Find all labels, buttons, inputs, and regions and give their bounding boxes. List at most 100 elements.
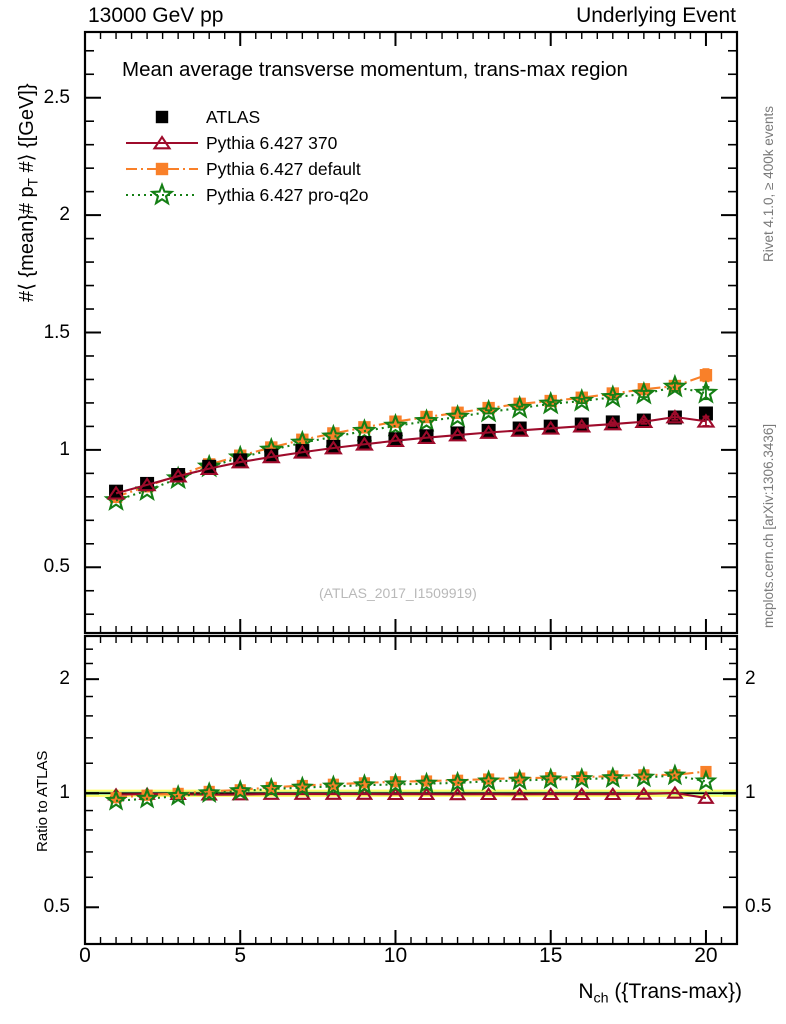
data-point-marker (141, 789, 153, 801)
x-tick-label: 5 (234, 944, 247, 967)
y-tick-label: 1 (59, 782, 70, 804)
data-point-marker (415, 771, 438, 794)
legend-key-glyph (126, 135, 198, 150)
data-point-marker (448, 787, 467, 801)
data-point-marker (352, 773, 376, 795)
data-point-marker (383, 412, 408, 437)
data-point-marker (109, 484, 124, 499)
data-point-marker (482, 401, 495, 415)
ratio-panel-frame (83, 634, 739, 946)
y-tick-label: 1 (745, 782, 756, 804)
data-point-marker (389, 776, 402, 788)
data-point-marker (479, 424, 499, 439)
legend-marker-data (155, 110, 169, 124)
legend-item-pythia_proq2o[interactable]: Pythia 6.427 pro-q2o (124, 182, 368, 208)
y-axis-ticklabels-ratio: 0.5 1 2 (0, 0, 78, 1024)
data-point-marker (638, 769, 650, 781)
main-series-pythia370 (106, 409, 716, 500)
y-tick-label: 0.5 (43, 556, 70, 578)
data-point-marker (476, 398, 502, 423)
data-point-marker (259, 776, 283, 799)
y-tick-label: 2 (59, 668, 70, 690)
data-point-marker (601, 766, 625, 788)
ratio-series-pythia_proq2o (104, 763, 718, 811)
data-point-marker (539, 767, 563, 790)
data-point-marker (573, 786, 591, 801)
x-axis-title-pre: N (578, 980, 594, 1003)
data-point-marker (230, 454, 250, 469)
data-point-marker (197, 781, 221, 803)
data-point-marker (172, 787, 184, 799)
data-point-marker (295, 444, 310, 459)
legend-key-pythia_proq2o (124, 182, 200, 208)
data-point-marker (106, 485, 126, 500)
data-point-marker (507, 395, 533, 419)
data-point-marker (699, 369, 713, 382)
y-tick-label: 2 (59, 204, 70, 226)
data-point-marker (512, 421, 527, 436)
data-point-marker (510, 422, 530, 437)
y-tick-label: 2.5 (43, 86, 70, 108)
data-point-marker (543, 419, 558, 434)
x-tick-label: 10 (383, 944, 408, 967)
x-tick-label: 0 (79, 944, 91, 967)
legend-label-pythia_proq2o: Pythia 6.427 pro-q2o (206, 184, 369, 205)
data-point-marker (450, 426, 465, 441)
data-point-marker (354, 436, 374, 451)
data-point-marker (510, 787, 529, 801)
plot-title: Mean average transverse momentum, trans-… (122, 58, 628, 81)
data-point-marker (451, 774, 464, 786)
data-point-marker (326, 439, 341, 454)
data-point-marker (514, 772, 526, 784)
data-point-marker (538, 390, 564, 415)
data-point-marker (137, 477, 157, 492)
legend-item-pythia_default[interactable]: Pythia 6.427 default (124, 156, 368, 182)
data-point-marker (168, 468, 188, 483)
x-axis-title-post: ({Trans-max}) (608, 980, 742, 1003)
data-point-marker (135, 786, 159, 809)
data-point-marker (662, 373, 688, 398)
x-tick-label: 20 (694, 944, 718, 967)
data-point-marker (635, 786, 653, 800)
legend-key-data (124, 104, 200, 130)
header-analysis-label: Underlying Event (576, 4, 736, 27)
data-point-marker (327, 778, 339, 790)
data-point-marker (604, 786, 622, 801)
legend-key-glyph (126, 182, 198, 206)
data-point-marker (234, 784, 246, 796)
data-point-marker (637, 383, 651, 396)
legend-label-pythia370: Pythia 6.427 370 (206, 132, 338, 153)
data-point-marker (228, 779, 252, 801)
main-series-data (109, 406, 713, 499)
y-tick-label: 1.5 (43, 321, 70, 343)
data-point-marker (417, 786, 436, 801)
data-point-marker (576, 771, 588, 783)
legend-key-glyph (155, 110, 169, 124)
analysis-id-watermark: (ATLAS_2017_I1509919) (319, 585, 477, 601)
y-tick-label: 2 (745, 668, 756, 690)
data-point-marker (357, 436, 372, 451)
legend-key-glyph (126, 162, 198, 176)
data-point-marker (663, 763, 687, 786)
data-point-marker (389, 415, 402, 428)
main-series-pythia_proq2o (103, 373, 719, 511)
legend-marker-pythia370 (152, 135, 172, 150)
data-point-marker (199, 460, 219, 475)
data-point-marker (694, 769, 718, 792)
data-point-marker (477, 769, 501, 792)
legend-label-pythia_default: Pythia 6.427 default (206, 158, 361, 179)
legend-item-pythia370[interactable]: Pythia 6.427 370 (124, 130, 368, 156)
data-point-marker (386, 432, 405, 448)
data-point-marker (321, 774, 345, 797)
legend-item-data[interactable]: ATLAS (124, 104, 368, 130)
data-point-marker (600, 384, 626, 408)
data-point-marker (448, 427, 468, 442)
data-point-marker (666, 785, 684, 799)
data-point-marker (634, 413, 654, 429)
data-point-marker (104, 788, 128, 811)
data-point-marker (203, 785, 215, 798)
data-point-marker (388, 432, 403, 447)
y-tick-label: 0.5 (745, 896, 772, 918)
data-point-marker (233, 453, 248, 468)
